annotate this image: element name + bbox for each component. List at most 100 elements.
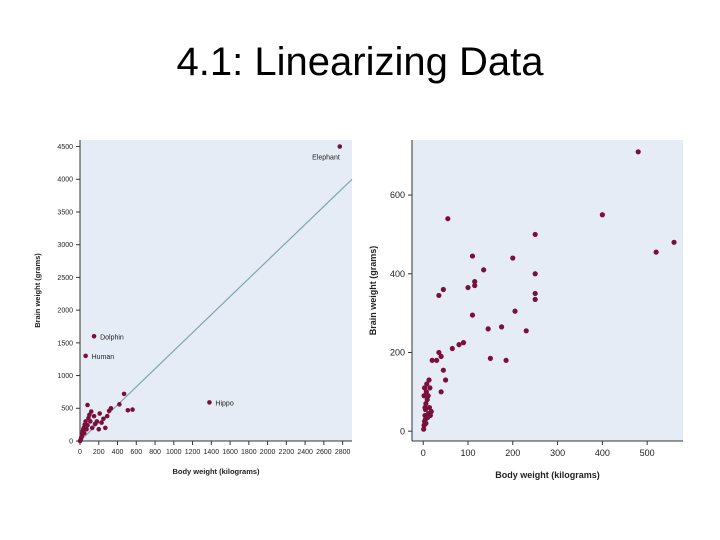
slide-title: 4.1: Linearizing Data — [176, 40, 544, 84]
chart-right-data-point — [442, 377, 449, 383]
chart-right-data-point — [445, 216, 451, 222]
chart-right-data-point — [423, 401, 429, 407]
chart-right-x-tick-label: 400 — [595, 448, 610, 458]
chart-left-data-point — [88, 409, 94, 414]
chart-right-data-point — [440, 367, 446, 373]
chart-left-data-point — [108, 405, 114, 411]
chart-left-x-tick-label: 2600 — [316, 449, 332, 456]
chart-left-data-point — [81, 430, 87, 436]
chart-left-data-point — [125, 407, 131, 413]
chart-left-x-tick-label: 2800 — [335, 449, 351, 456]
chart-left-data-point — [85, 422, 90, 428]
chart-left-x-tick-label: 600 — [130, 449, 142, 456]
chart-right-data-point — [523, 328, 529, 334]
chart-right-data-point — [424, 397, 430, 403]
chart-left-y-tick-label: 0 — [69, 438, 73, 445]
chart-right-data-point — [421, 393, 427, 399]
chart-right-y-tick-label: 200 — [390, 348, 405, 358]
chart-right-data-point — [469, 253, 476, 259]
chart-right-data-point — [424, 381, 430, 387]
chart-right-x-axis-label: Body weight (kilograms) — [495, 470, 600, 480]
chart-right-data-point — [653, 249, 659, 255]
chart-left-data-point — [94, 419, 100, 424]
chart-left-data-point — [103, 425, 108, 431]
chart-left-x-tick-label: 2000 — [260, 449, 276, 456]
chart-left-data-point — [117, 402, 122, 407]
chart-right-plot-area — [412, 140, 683, 441]
chart-right-data-point — [428, 408, 434, 415]
chart-right-data-point — [426, 377, 432, 383]
chart-left-x-tick-label: 0 — [78, 449, 82, 456]
chart-right-data-point — [485, 326, 491, 332]
chart-right-data-point — [472, 282, 478, 289]
chart-left-x-tick-label: 1000 — [166, 449, 182, 456]
chart-left-point-label: Hippo — [215, 400, 233, 407]
chart-left-point-label: Elephant — [312, 155, 340, 162]
chart-left-x-tick-label: 1400 — [204, 449, 220, 456]
chart-left-data-point — [207, 400, 212, 405]
chart-right-data-point — [422, 404, 428, 411]
chart-right-y-tick-label: 0 — [400, 426, 405, 436]
chart-left-y-tick-label: 4000 — [57, 177, 73, 184]
chart-left-x-tick-label: 1200 — [185, 449, 201, 456]
chart-right-data-point — [510, 255, 516, 261]
chart-right-data-point — [421, 426, 427, 432]
chart-left-data-point — [91, 334, 97, 339]
chart-right-data-point — [423, 420, 429, 426]
chart-left-x-tick-label: 1800 — [241, 449, 257, 456]
chart-right-data-point — [498, 324, 505, 330]
chart-left-data-point — [88, 419, 93, 424]
chart-left-point-label: Dolphin — [100, 334, 124, 341]
chart-right-data-point — [449, 345, 455, 352]
chart-left-y-tick-label: 2000 — [57, 308, 73, 315]
chart-left-x-tick-label: 800 — [149, 449, 161, 456]
chart-left-data-point — [99, 420, 104, 425]
chart-left-x-tick-label: 400 — [112, 449, 124, 456]
chart-right-data-point — [599, 212, 605, 218]
chart-right-data-point — [487, 355, 493, 361]
chart-right-data-point — [436, 349, 442, 356]
chart-left-y-tick-label: 500 — [61, 406, 73, 413]
chart-right-data-point — [438, 353, 444, 360]
chart-right-data-point — [469, 312, 476, 318]
chart-left-y-tick-label: 2500 — [57, 275, 73, 282]
chart-left-data-point — [91, 413, 97, 419]
chart-right-data-point — [456, 342, 462, 348]
chart-left-data-point — [121, 391, 127, 397]
chart-left-data-point — [101, 416, 106, 422]
chart-left-data-point — [96, 426, 102, 432]
chart-right-data-point — [481, 267, 487, 273]
chart-left-x-tick-label: 2400 — [297, 449, 313, 456]
chart-right-data-point — [512, 308, 518, 314]
chart-right-y-tick-label: 400 — [390, 269, 405, 279]
chart-left-point-label: Human — [92, 354, 115, 361]
chart-left-data-point — [104, 413, 110, 419]
chart-right-data-point — [532, 231, 538, 238]
chart-right-data-point — [532, 296, 538, 302]
chart-left-data-point — [130, 407, 135, 412]
chart-right-data-point — [438, 389, 444, 395]
chart-left-regression-line — [79, 178, 353, 442]
chart-right-data-point — [422, 416, 429, 422]
chart-left-y-tick-label: 4500 — [57, 144, 73, 151]
chart-left-y-tick-label: 3500 — [57, 209, 73, 216]
chart-right-data-point — [421, 385, 428, 391]
chart-right-data-point — [425, 393, 431, 399]
chart-right-data-point — [423, 389, 429, 395]
chart-right-data-point — [427, 385, 433, 391]
chart-right-data-point — [532, 271, 538, 277]
chart-left-data-point — [97, 411, 102, 416]
chart-left-y-axis-label: Brain weight (grams) — [33, 253, 42, 328]
chart-right-data-point — [436, 292, 442, 299]
chart-right-data-point — [671, 239, 677, 245]
chart-left-data-point — [89, 425, 95, 431]
chart-right-data-point — [440, 286, 446, 293]
chart-left-data-point — [337, 144, 343, 149]
chart-right-x-tick-label: 200 — [505, 448, 520, 458]
chart-left-plot-area — [80, 140, 352, 441]
chart-left-y-tick-label: 1000 — [57, 373, 73, 380]
chart-left-data-point — [84, 426, 89, 432]
chart-left-x-tick-label: 1600 — [222, 449, 238, 456]
chart-left-data-point — [83, 419, 88, 424]
